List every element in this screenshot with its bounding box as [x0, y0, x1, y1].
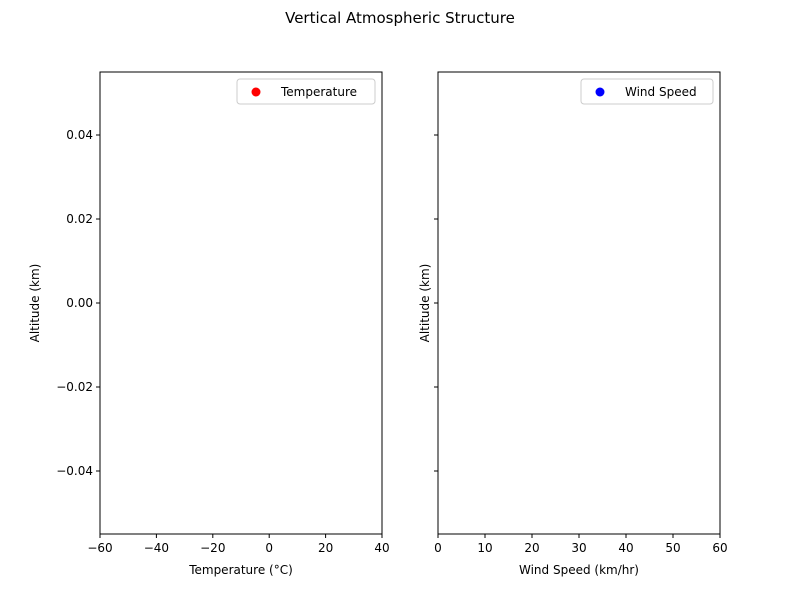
x-tick-label: −60	[87, 541, 112, 555]
x-tick-label: 0	[434, 541, 442, 555]
x-tick-label: 60	[712, 541, 727, 555]
wind-speed-y-axis	[434, 134, 438, 472]
x-tick-label: 20	[318, 541, 333, 555]
wind-speed-legend-label: Wind Speed	[625, 85, 697, 99]
x-tick-label: −20	[200, 541, 225, 555]
x-tick-label: 0	[265, 541, 273, 555]
y-tick-label: 0.00	[66, 296, 93, 310]
figure-title: Vertical Atmospheric Structure	[285, 9, 515, 27]
wind-speed-legend-marker	[595, 87, 605, 97]
x-tick-label: 10	[477, 541, 492, 555]
x-tick-label: 50	[665, 541, 680, 555]
wind-speed-x-axis: 0 10 20 30 40 50 60	[434, 534, 728, 555]
x-tick-label: 40	[374, 541, 389, 555]
temperature-plot-area	[99, 71, 383, 535]
temperature-y-label: Altitude (km)	[28, 264, 42, 343]
y-tick-label: 0.04	[66, 128, 93, 142]
x-tick-label: −40	[144, 541, 169, 555]
wind-speed-legend-box	[580, 78, 714, 105]
x-tick-label: 40	[618, 541, 633, 555]
temperature-x-axis: −60 −40 −20 0 20 40	[87, 534, 390, 555]
temperature-legend: Temperature	[236, 78, 376, 105]
wind-speed-y-label: Altitude (km)	[418, 264, 432, 343]
y-tick-label: −0.04	[56, 464, 93, 478]
temperature-legend-label: Temperature	[280, 85, 357, 99]
temperature-y-axis: −0.04 −0.02 0.00 0.02 0.04	[56, 128, 100, 478]
wind-speed-legend: Wind Speed	[580, 78, 714, 105]
x-tick-label: 20	[524, 541, 539, 555]
wind-speed-x-label: Wind Speed (km/hr)	[519, 563, 639, 577]
y-tick-label: −0.02	[56, 380, 93, 394]
temperature-legend-box	[236, 78, 376, 105]
wind-speed-panel: 0 10 20 30 40 50 60 Wind Speed (km/hr) Altitud…	[418, 71, 728, 577]
temperature-x-label: Temperature (°C)	[188, 563, 293, 577]
x-tick-label: 30	[571, 541, 586, 555]
wind-speed-plot-area	[437, 71, 721, 535]
temperature-legend-marker	[251, 87, 261, 97]
temperature-panel: −60 −40 −20 0 20 40 −0.04 −0.02 0.00 0.02 0.04 Te…	[28, 71, 390, 577]
y-tick-label: 0.02	[66, 212, 93, 226]
